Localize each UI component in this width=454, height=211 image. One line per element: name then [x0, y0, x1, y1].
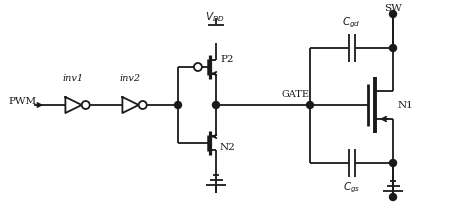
Text: N1: N1: [398, 100, 414, 110]
Circle shape: [82, 101, 90, 109]
Circle shape: [390, 11, 396, 18]
Text: N2: N2: [220, 143, 236, 153]
Circle shape: [306, 101, 314, 108]
Text: SW: SW: [384, 4, 402, 13]
Text: $C_{gd}$: $C_{gd}$: [342, 16, 361, 30]
Circle shape: [139, 101, 147, 109]
Circle shape: [390, 193, 396, 200]
Circle shape: [194, 63, 202, 71]
Circle shape: [390, 45, 396, 51]
Text: inv2: inv2: [119, 74, 141, 83]
Text: inv1: inv1: [63, 74, 84, 83]
Text: $C_{gs}$: $C_{gs}$: [343, 181, 360, 195]
Circle shape: [174, 101, 182, 108]
Text: P2: P2: [220, 54, 233, 64]
Text: GATE: GATE: [282, 90, 310, 99]
Text: PWM: PWM: [8, 96, 36, 106]
Circle shape: [390, 160, 396, 166]
Circle shape: [212, 101, 219, 108]
Text: $V_{DD}$: $V_{DD}$: [205, 10, 225, 24]
